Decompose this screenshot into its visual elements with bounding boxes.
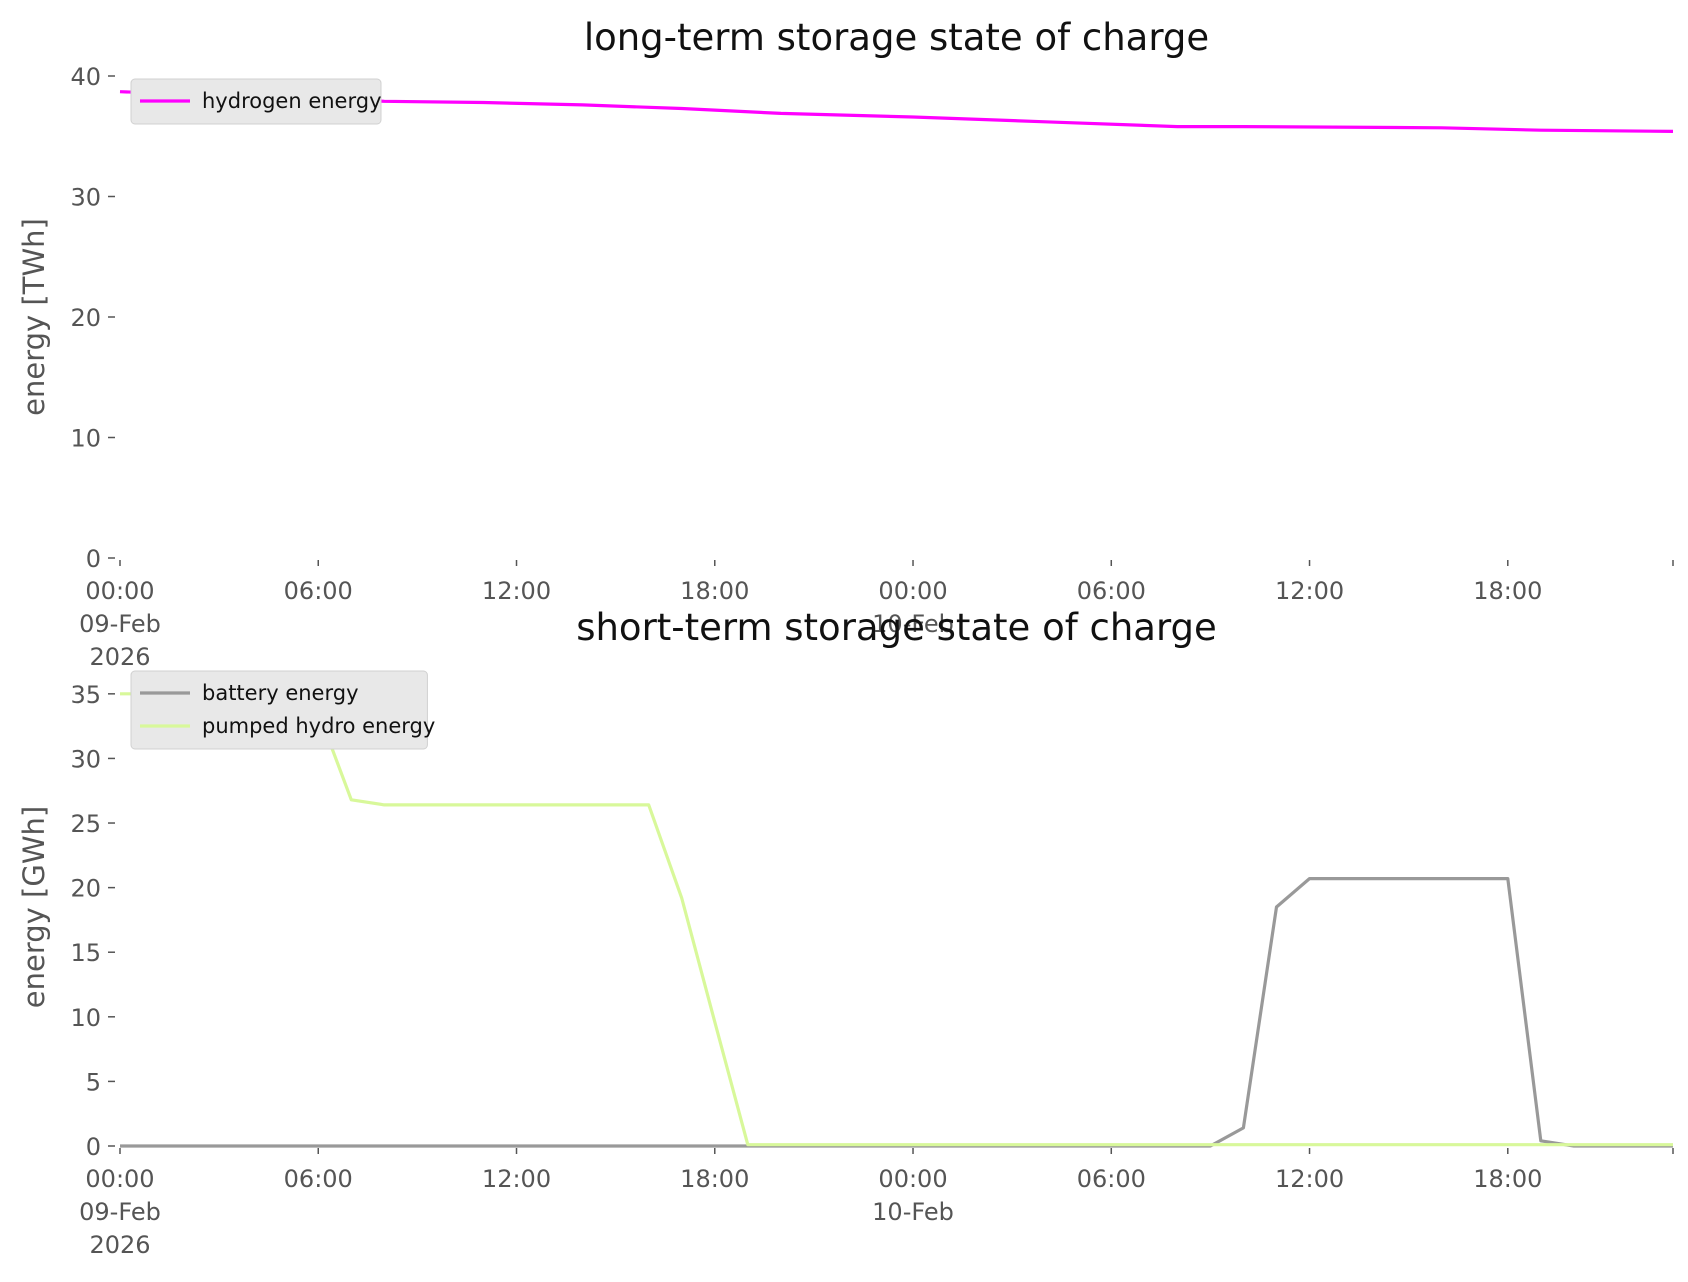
y-axis-label: energy [GWh] (17, 806, 51, 1008)
x-tick-label: 00:00 (878, 577, 947, 605)
y-tick-label: 10 (70, 1004, 101, 1032)
legend: hydrogen energy (130, 78, 382, 125)
y-tick-label: 20 (70, 304, 101, 332)
y-tick-label: 35 (70, 681, 101, 709)
legend-label: hydrogen energy (202, 89, 382, 113)
y-tick-label: 10 (70, 425, 101, 453)
x-tick-label: 00:00 (85, 1165, 154, 1193)
y-tick-label: 20 (70, 875, 101, 903)
chart-title: short-term storage state of charge (576, 606, 1217, 649)
x-tick-label: 2026 (89, 1231, 150, 1259)
legend: battery energy pumped hydro energy (130, 670, 435, 750)
x-tick-label: 00:00 (878, 1165, 947, 1193)
x-tick-label: 06:00 (284, 577, 353, 605)
legend-box (130, 670, 428, 750)
x-tick-label: 09-Feb (79, 610, 161, 638)
x-tick-label: 18:00 (1473, 1165, 1542, 1193)
y-tick-label: 0 (86, 1133, 101, 1161)
chart-title: long-term storage state of charge (584, 16, 1209, 59)
x-tick-label: 10-Feb (872, 610, 954, 638)
legend-label: battery energy (202, 681, 359, 705)
x-tick-label: 00:00 (85, 577, 154, 605)
x-tick-label: 10-Feb (872, 1198, 954, 1226)
x-tick-label: 12:00 (482, 1165, 551, 1193)
y-tick-label: 25 (70, 810, 101, 838)
x-tick-label: 18:00 (680, 577, 749, 605)
y-axis-label: energy [TWh] (17, 218, 51, 416)
chart-panel-1: long-term storage state of charge energy … (17, 16, 1674, 671)
x-tick-label: 06:00 (284, 1165, 353, 1193)
legend-label: pumped hydro energy (202, 714, 435, 738)
y-tick-label: 5 (86, 1068, 101, 1096)
x-tick-label: 12:00 (482, 577, 551, 605)
y-tick-label: 30 (70, 745, 101, 773)
x-tick-label: 12:00 (1275, 577, 1344, 605)
x-tick-label: 09-Feb (79, 1198, 161, 1226)
x-tick-label: 2026 (89, 643, 150, 671)
x-tick-label: 18:00 (1473, 577, 1542, 605)
y-tick-label: 0 (86, 545, 101, 573)
x-tick-label: 06:00 (1077, 577, 1146, 605)
y-tick-label: 40 (70, 63, 101, 91)
y-tick-label: 30 (70, 184, 101, 212)
x-tick-label: 12:00 (1275, 1165, 1344, 1193)
y-tick-label: 15 (70, 939, 101, 967)
legend-box (130, 78, 382, 125)
chart-panel-2: short-term storage state of charge energy… (17, 606, 1674, 1259)
series-line-2 (120, 692, 1673, 1147)
x-tick-label: 06:00 (1077, 1165, 1146, 1193)
series-line-1 (120, 877, 1673, 1148)
x-tick-label: 18:00 (680, 1165, 749, 1193)
